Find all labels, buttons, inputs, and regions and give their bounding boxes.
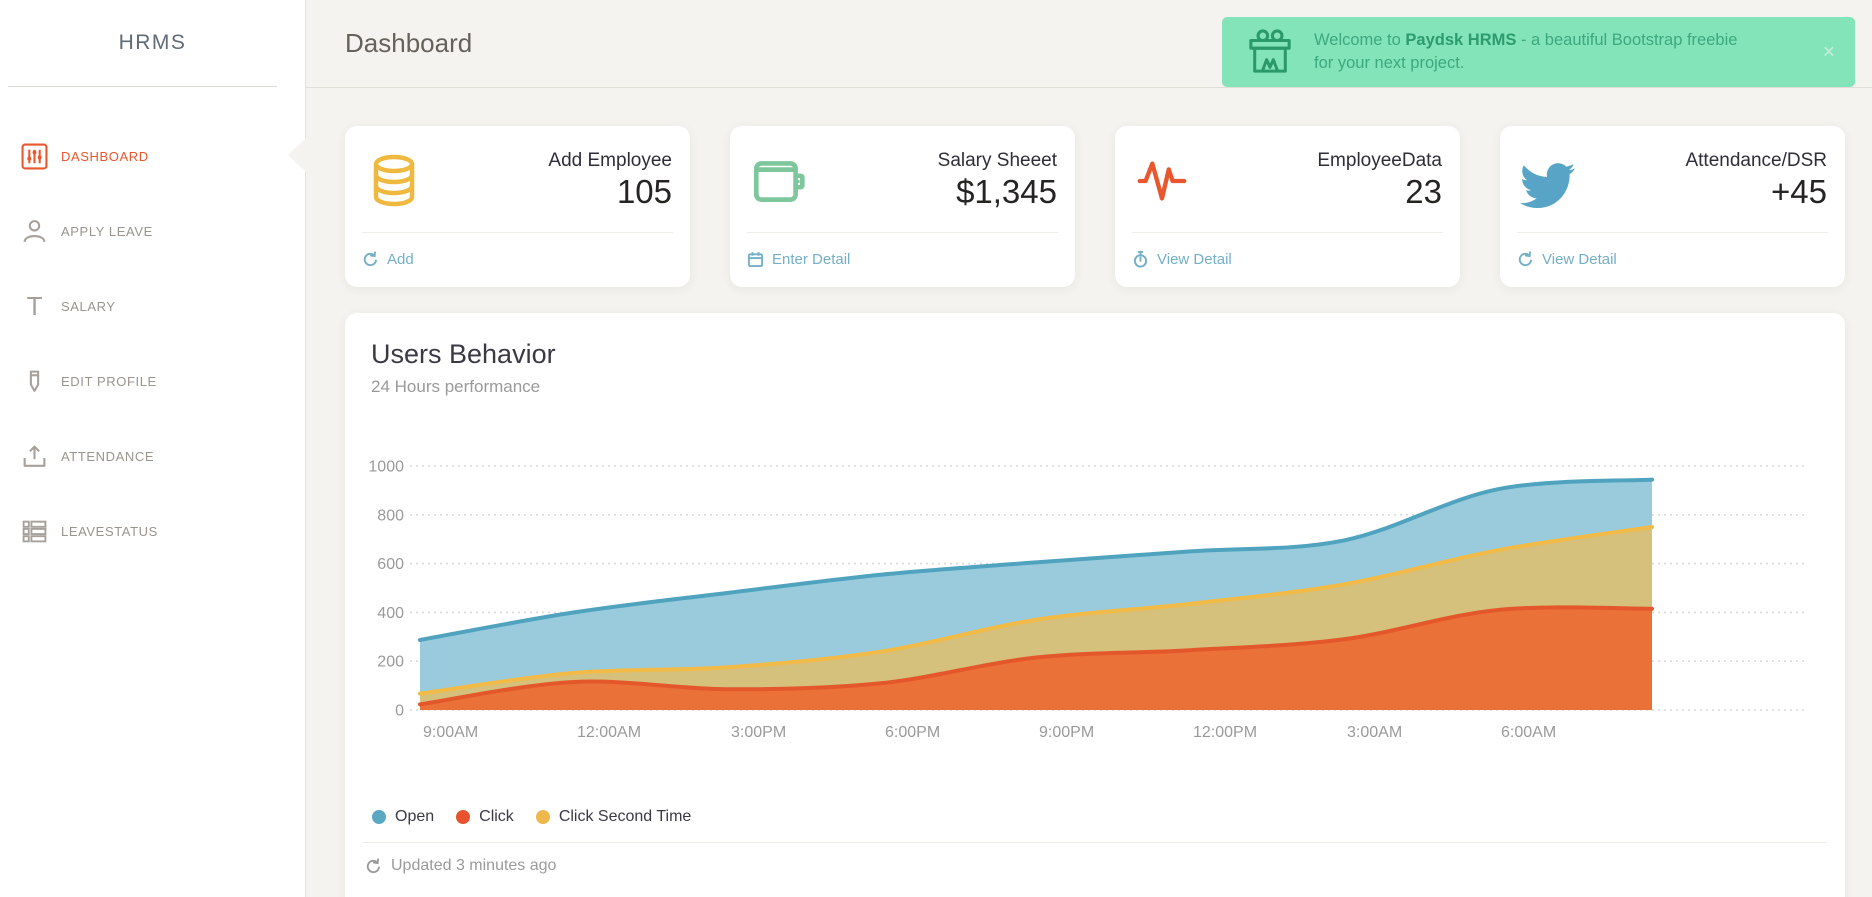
- svg-text:9:00PM: 9:00PM: [1039, 724, 1094, 741]
- stat-footer-label: View Detail: [1157, 250, 1232, 268]
- content-area: Add Employee 105 Add: [306, 126, 1872, 897]
- sidebar-item-label: Leavestatus: [61, 524, 158, 539]
- stat-card-value: 23: [1405, 173, 1442, 211]
- sidebar-item-apply-leave[interactable]: Apply Leave: [0, 194, 305, 269]
- add-employee-link[interactable]: Add: [345, 233, 690, 285]
- svg-text:0: 0: [395, 703, 404, 720]
- stat-card-value: $1,345: [956, 173, 1057, 211]
- refresh-icon: [362, 250, 379, 268]
- svg-text:1000: 1000: [368, 459, 404, 476]
- legend-item-open: Open: [372, 808, 434, 826]
- sidebar-item-label: Dashboard: [61, 149, 149, 164]
- svg-text:6:00PM: 6:00PM: [885, 724, 940, 741]
- svg-text:800: 800: [377, 507, 404, 524]
- sidebar-item-label: Edit Profile: [61, 374, 157, 389]
- close-icon[interactable]: ×: [1822, 40, 1835, 64]
- svg-text:6:00AM: 6:00AM: [1501, 724, 1556, 741]
- legend-dot: [372, 810, 386, 824]
- stopwatch-icon: [1132, 250, 1149, 268]
- twitter-icon: [1518, 152, 1582, 210]
- legend-dot: [535, 810, 550, 824]
- user-icon: [20, 218, 48, 246]
- stat-card-title: EmployeeData: [1317, 150, 1442, 172]
- svg-text:3:00AM: 3:00AM: [1347, 724, 1402, 741]
- coins-icon: [363, 150, 427, 212]
- stat-card-employee-data: EmployeeData 23 View Detail: [1115, 126, 1460, 287]
- sidebar-item-leavestatus[interactable]: Leavestatus: [0, 494, 305, 569]
- svg-text:12:00PM: 12:00PM: [1193, 724, 1257, 741]
- legend-dot: [456, 810, 471, 824]
- stat-card-value: 105: [616, 173, 672, 211]
- users-behavior-chart: 0 200 400 600 800 1000 9:00AM 12:00AM 3:00PM 6:00…: [368, 459, 1806, 741]
- chart-updated-text: Updated 3 minutes ago: [391, 857, 557, 874]
- stat-card-add-employee: Add Employee 105 Add: [345, 126, 690, 287]
- notification-text: Welcome to Paydsk HRMS - a beautiful Boo…: [1314, 31, 1738, 72]
- calendar-icon: [747, 251, 764, 268]
- welcome-notification: Welcome to Paydsk HRMS - a beautiful Boo…: [1222, 17, 1855, 87]
- text-icon: T: [20, 293, 48, 321]
- chart-title: Users Behavior: [371, 339, 556, 369]
- stat-card-value: +45: [1771, 173, 1827, 211]
- gift-icon: [1248, 28, 1292, 76]
- pulse-icon: [1133, 153, 1197, 209]
- svg-text:3:00PM: 3:00PM: [731, 724, 786, 741]
- legend-item-click: Click: [456, 808, 514, 826]
- svg-text:600: 600: [377, 556, 404, 573]
- export-icon: [20, 443, 48, 471]
- stat-footer-label: View Detail: [1542, 250, 1617, 268]
- enter-detail-link[interactable]: Enter Detail: [730, 233, 1075, 285]
- sidebar-item-label: Apply Leave: [61, 224, 153, 239]
- pencil-icon: [20, 368, 48, 396]
- panel-icon: [20, 143, 48, 171]
- sidebar-item-salary[interactable]: T Salary: [0, 269, 305, 344]
- svg-text:9:00AM: 9:00AM: [423, 724, 478, 741]
- page-title: Dashboard: [345, 28, 473, 58]
- brand-divider: [8, 86, 277, 87]
- refresh-icon: [1517, 250, 1534, 268]
- chart-legend: Open Click Click Second Time: [372, 808, 1845, 826]
- list-icon: [20, 518, 48, 546]
- sidebar-item-edit-profile[interactable]: Edit Profile: [0, 344, 305, 419]
- users-behavior-card: Users Behavior 24 Hours performance 0 200…: [345, 313, 1845, 897]
- page-header: Dashboard Welcome to Paydsk HRMS - a bea…: [306, 0, 1872, 88]
- refresh-icon: [365, 857, 382, 875]
- stat-card-title: Attendance/DSR: [1685, 150, 1827, 172]
- svg-text:400: 400: [377, 605, 404, 622]
- sidebar-item-label: Salary: [61, 299, 116, 314]
- sidebar: HRMS Dashboard Appl: [0, 0, 306, 897]
- sidebar-menu: Dashboard Apply Leave T Salary: [0, 87, 305, 569]
- stat-card-salary-sheet: Salary Sheeet $1,345: [730, 126, 1075, 287]
- view-detail-link-attendance[interactable]: View Detail: [1500, 233, 1845, 285]
- stat-footer-label: Add: [387, 250, 414, 268]
- chart-footer: Updated 3 minutes ago: [345, 843, 1845, 875]
- stat-footer-label: Enter Detail: [772, 250, 851, 268]
- legend-item-click-second-time: Click Second Time: [535, 808, 691, 826]
- svg-text:T: T: [26, 293, 42, 320]
- stat-card-attendance-dsr: Attendance/DSR +45 View Detail: [1500, 126, 1845, 287]
- chart-subtitle: 24 Hours performance: [371, 377, 541, 396]
- active-item-notch: [288, 138, 306, 172]
- main-content: Dashboard Welcome to Paydsk HRMS - a bea…: [306, 0, 1872, 897]
- svg-text:200: 200: [377, 654, 404, 671]
- brand-logo: HRMS: [118, 31, 187, 54]
- stat-card-title: Add Employee: [548, 150, 672, 172]
- stat-cards-row: Add Employee 105 Add: [345, 126, 1845, 287]
- stat-card-title: Salary Sheeet: [937, 150, 1057, 172]
- sidebar-item-attendance[interactable]: Attendance: [0, 419, 305, 494]
- sidebar-item-label: Attendance: [61, 449, 155, 464]
- wallet-icon: [748, 151, 812, 211]
- svg-text:12:00AM: 12:00AM: [577, 724, 641, 741]
- sidebar-item-dashboard[interactable]: Dashboard: [0, 119, 305, 194]
- view-detail-link-employee[interactable]: View Detail: [1115, 233, 1460, 285]
